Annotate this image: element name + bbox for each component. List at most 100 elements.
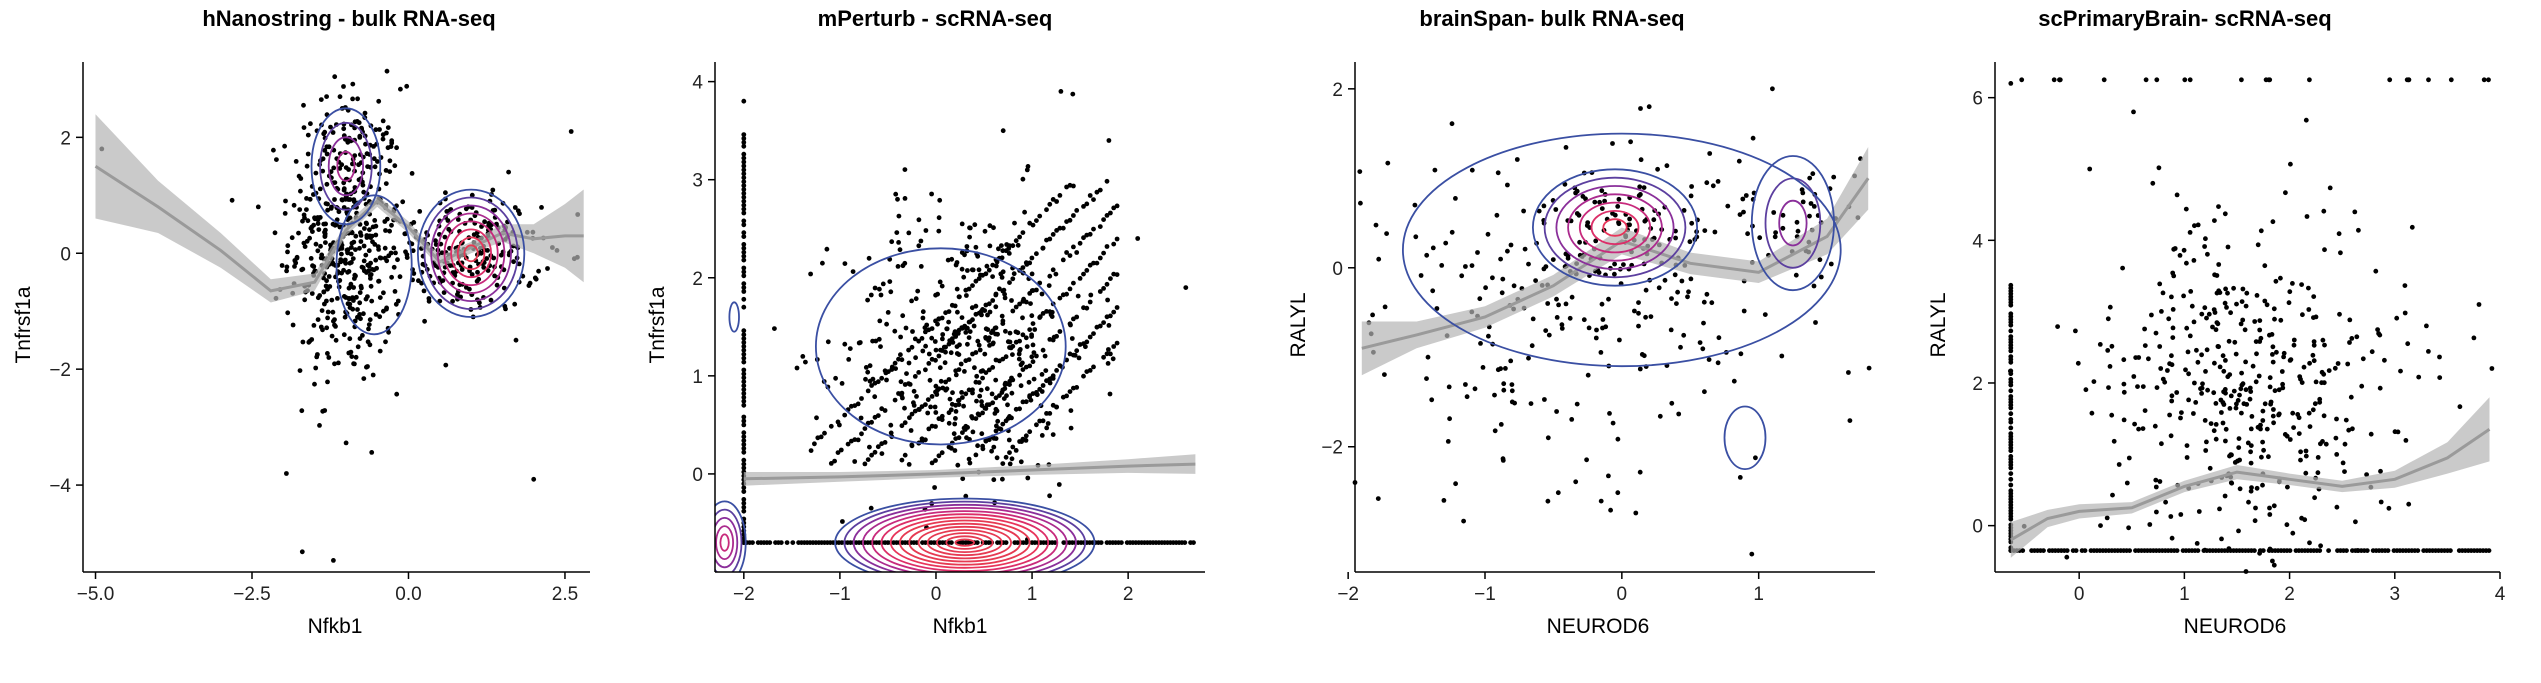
- data-point: [2131, 374, 2137, 379]
- data-point: [1385, 160, 1391, 166]
- data-point: [363, 296, 369, 302]
- data-point: [2359, 383, 2365, 389]
- data-point: [909, 443, 915, 449]
- data-point: [2342, 469, 2347, 474]
- data-point: [1688, 193, 1694, 199]
- data-point: [377, 295, 383, 300]
- data-point: [377, 348, 383, 354]
- x-tick-label: 1: [1753, 584, 1764, 605]
- data-point: [1636, 193, 1642, 199]
- data-point: [2291, 425, 2297, 430]
- data-point: [1000, 248, 1006, 254]
- data-point: [1005, 402, 1010, 408]
- data-point: [353, 233, 359, 239]
- data-point: [979, 399, 984, 405]
- data-point: [1013, 304, 1019, 310]
- data-point: [375, 159, 380, 164]
- data-point: [1032, 327, 1038, 332]
- data-point: [741, 222, 747, 228]
- data-point: [999, 275, 1005, 280]
- data-point: [1007, 330, 1013, 336]
- data-point: [993, 377, 999, 383]
- data-point: [741, 414, 747, 420]
- data-point: [932, 339, 938, 344]
- data-point: [384, 258, 390, 264]
- data-point: [964, 244, 970, 249]
- data-point: [2343, 417, 2349, 423]
- data-point: [2008, 81, 2014, 86]
- data-point: [1007, 414, 1012, 419]
- data-point: [1020, 436, 1026, 442]
- data-point: [2257, 339, 2263, 344]
- data-point: [2236, 445, 2242, 450]
- panel-mperturb: mPerturb - scRNA-seq Nfkb1 Tnfrsf1a −2 −1…: [646, 6, 1205, 638]
- data-point: [975, 338, 981, 344]
- data-point: [892, 397, 898, 403]
- data-point: [2307, 77, 2312, 83]
- data-point: [2171, 246, 2177, 252]
- data-point: [1111, 344, 1117, 349]
- data-point: [948, 350, 954, 356]
- data-point: [1023, 433, 1029, 439]
- data-point: [2394, 315, 2400, 321]
- data-point: [1084, 201, 1090, 207]
- data-point: [2287, 437, 2293, 442]
- data-point: [1001, 396, 1007, 401]
- data-point: [741, 402, 747, 408]
- data-point: [800, 354, 806, 359]
- data-point: [973, 350, 979, 355]
- data-point: [1047, 273, 1053, 279]
- data-point: [300, 266, 306, 272]
- data-point: [2154, 509, 2159, 515]
- data-point: [1577, 239, 1582, 245]
- data-point: [958, 361, 964, 367]
- density-contour: [889, 516, 1040, 569]
- data-point: [1541, 266, 1547, 272]
- data-point: [929, 394, 935, 399]
- data-point: [1017, 338, 1022, 344]
- data-point: [741, 442, 747, 447]
- data-point: [953, 409, 959, 414]
- data-point: [2416, 374, 2422, 380]
- data-point: [441, 290, 447, 295]
- data-point: [937, 365, 943, 371]
- data-point: [1104, 351, 1110, 357]
- x-axis-label: NEUROD6: [2184, 615, 2287, 638]
- data-point: [1047, 201, 1053, 207]
- data-point: [963, 423, 969, 429]
- data-point: [1459, 273, 1465, 279]
- data-point: [1037, 213, 1043, 219]
- data-point: [909, 344, 915, 350]
- data-point: [1000, 321, 1006, 326]
- density-contour: [715, 517, 739, 569]
- data-point: [490, 187, 496, 193]
- data-point: [341, 84, 346, 89]
- data-point: [2170, 270, 2176, 276]
- data-point: [315, 248, 321, 254]
- data-point: [1003, 248, 1009, 254]
- density-contour: [1532, 168, 1699, 287]
- density-contour: [327, 136, 364, 197]
- data-point: [939, 413, 945, 419]
- data-point: [362, 110, 368, 116]
- data-point: [2283, 190, 2288, 196]
- data-point: [2298, 449, 2304, 455]
- data-point: [2202, 418, 2208, 423]
- data-point: [347, 301, 353, 307]
- data-point: [1101, 217, 1106, 223]
- data-point: [818, 434, 824, 440]
- data-point: [1447, 416, 1452, 422]
- data-point: [940, 332, 946, 337]
- data-point: [929, 191, 934, 197]
- data-point: [989, 391, 995, 397]
- data-point: [1373, 222, 1379, 228]
- data-point: [389, 140, 395, 146]
- data-point: [902, 452, 908, 458]
- data-point: [2321, 413, 2327, 419]
- data-point: [1384, 231, 1389, 237]
- data-point: [906, 360, 912, 366]
- data-point: [884, 377, 889, 383]
- data-point: [339, 197, 345, 203]
- data-point: [1020, 315, 1025, 321]
- data-point: [1044, 411, 1049, 416]
